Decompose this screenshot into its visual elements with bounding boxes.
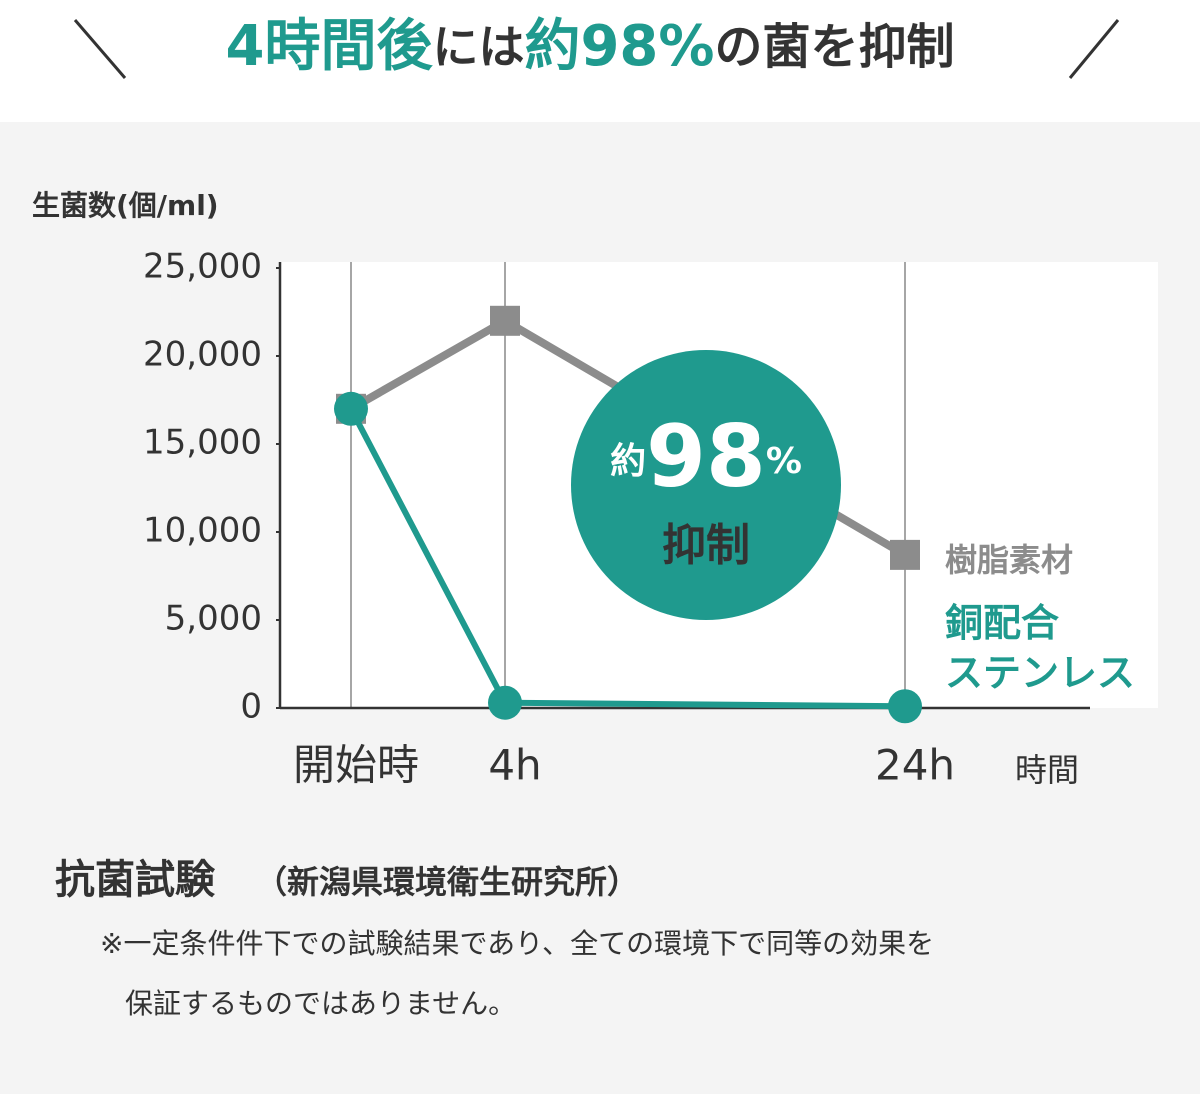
marker [488,685,522,720]
x-tick-label: 4h [488,741,541,790]
y-tick-label: 15,000 [143,423,262,463]
marker [888,689,922,724]
marker [490,305,520,336]
deco-slash [73,19,127,79]
y-tick-label: 0 [240,687,262,727]
headline-part: には [432,20,524,74]
x-axis-title: 時間 [1015,751,1079,789]
series-label: 樹脂素材 [945,541,1074,579]
deco-slash [1068,19,1120,79]
note: ※一定条件件下での試験結果であり、全ての環境下で同等の効果を [100,927,934,960]
note: 保証するものではありません。 [125,987,516,1020]
badge-caption: 抑制 [662,520,750,571]
headline-part: 約98% [524,14,714,79]
footer-source: （新潟県環境衛生研究所） [255,863,639,901]
headline-part: 4時間後 [225,14,433,79]
y-axis-title: 生菌数(個/ml) [32,189,219,222]
series-label: 銅配合 ステンレス [945,601,1136,695]
x-tick-label: 開始時 [293,741,419,790]
badge-unit: % [766,441,802,482]
badge-text: 約98% [610,407,802,507]
y-tick-label: 5,000 [165,599,262,639]
footer-title: 抗菌試験 [55,857,216,903]
badge-prefix: 約 [610,441,646,482]
headline-part: の菌を抑制 [715,19,955,75]
x-tick-label: 24h [875,741,955,790]
y-tick-label: 10,000 [143,511,262,551]
y-tick-label: 20,000 [143,335,262,375]
headline: 4時間後には約98%の菌を抑制 [225,14,954,79]
y-tick-label: 25,000 [143,247,262,287]
badge-number: 98 [646,407,766,507]
marker [334,391,368,426]
marker [890,539,920,570]
badge [571,350,841,620]
